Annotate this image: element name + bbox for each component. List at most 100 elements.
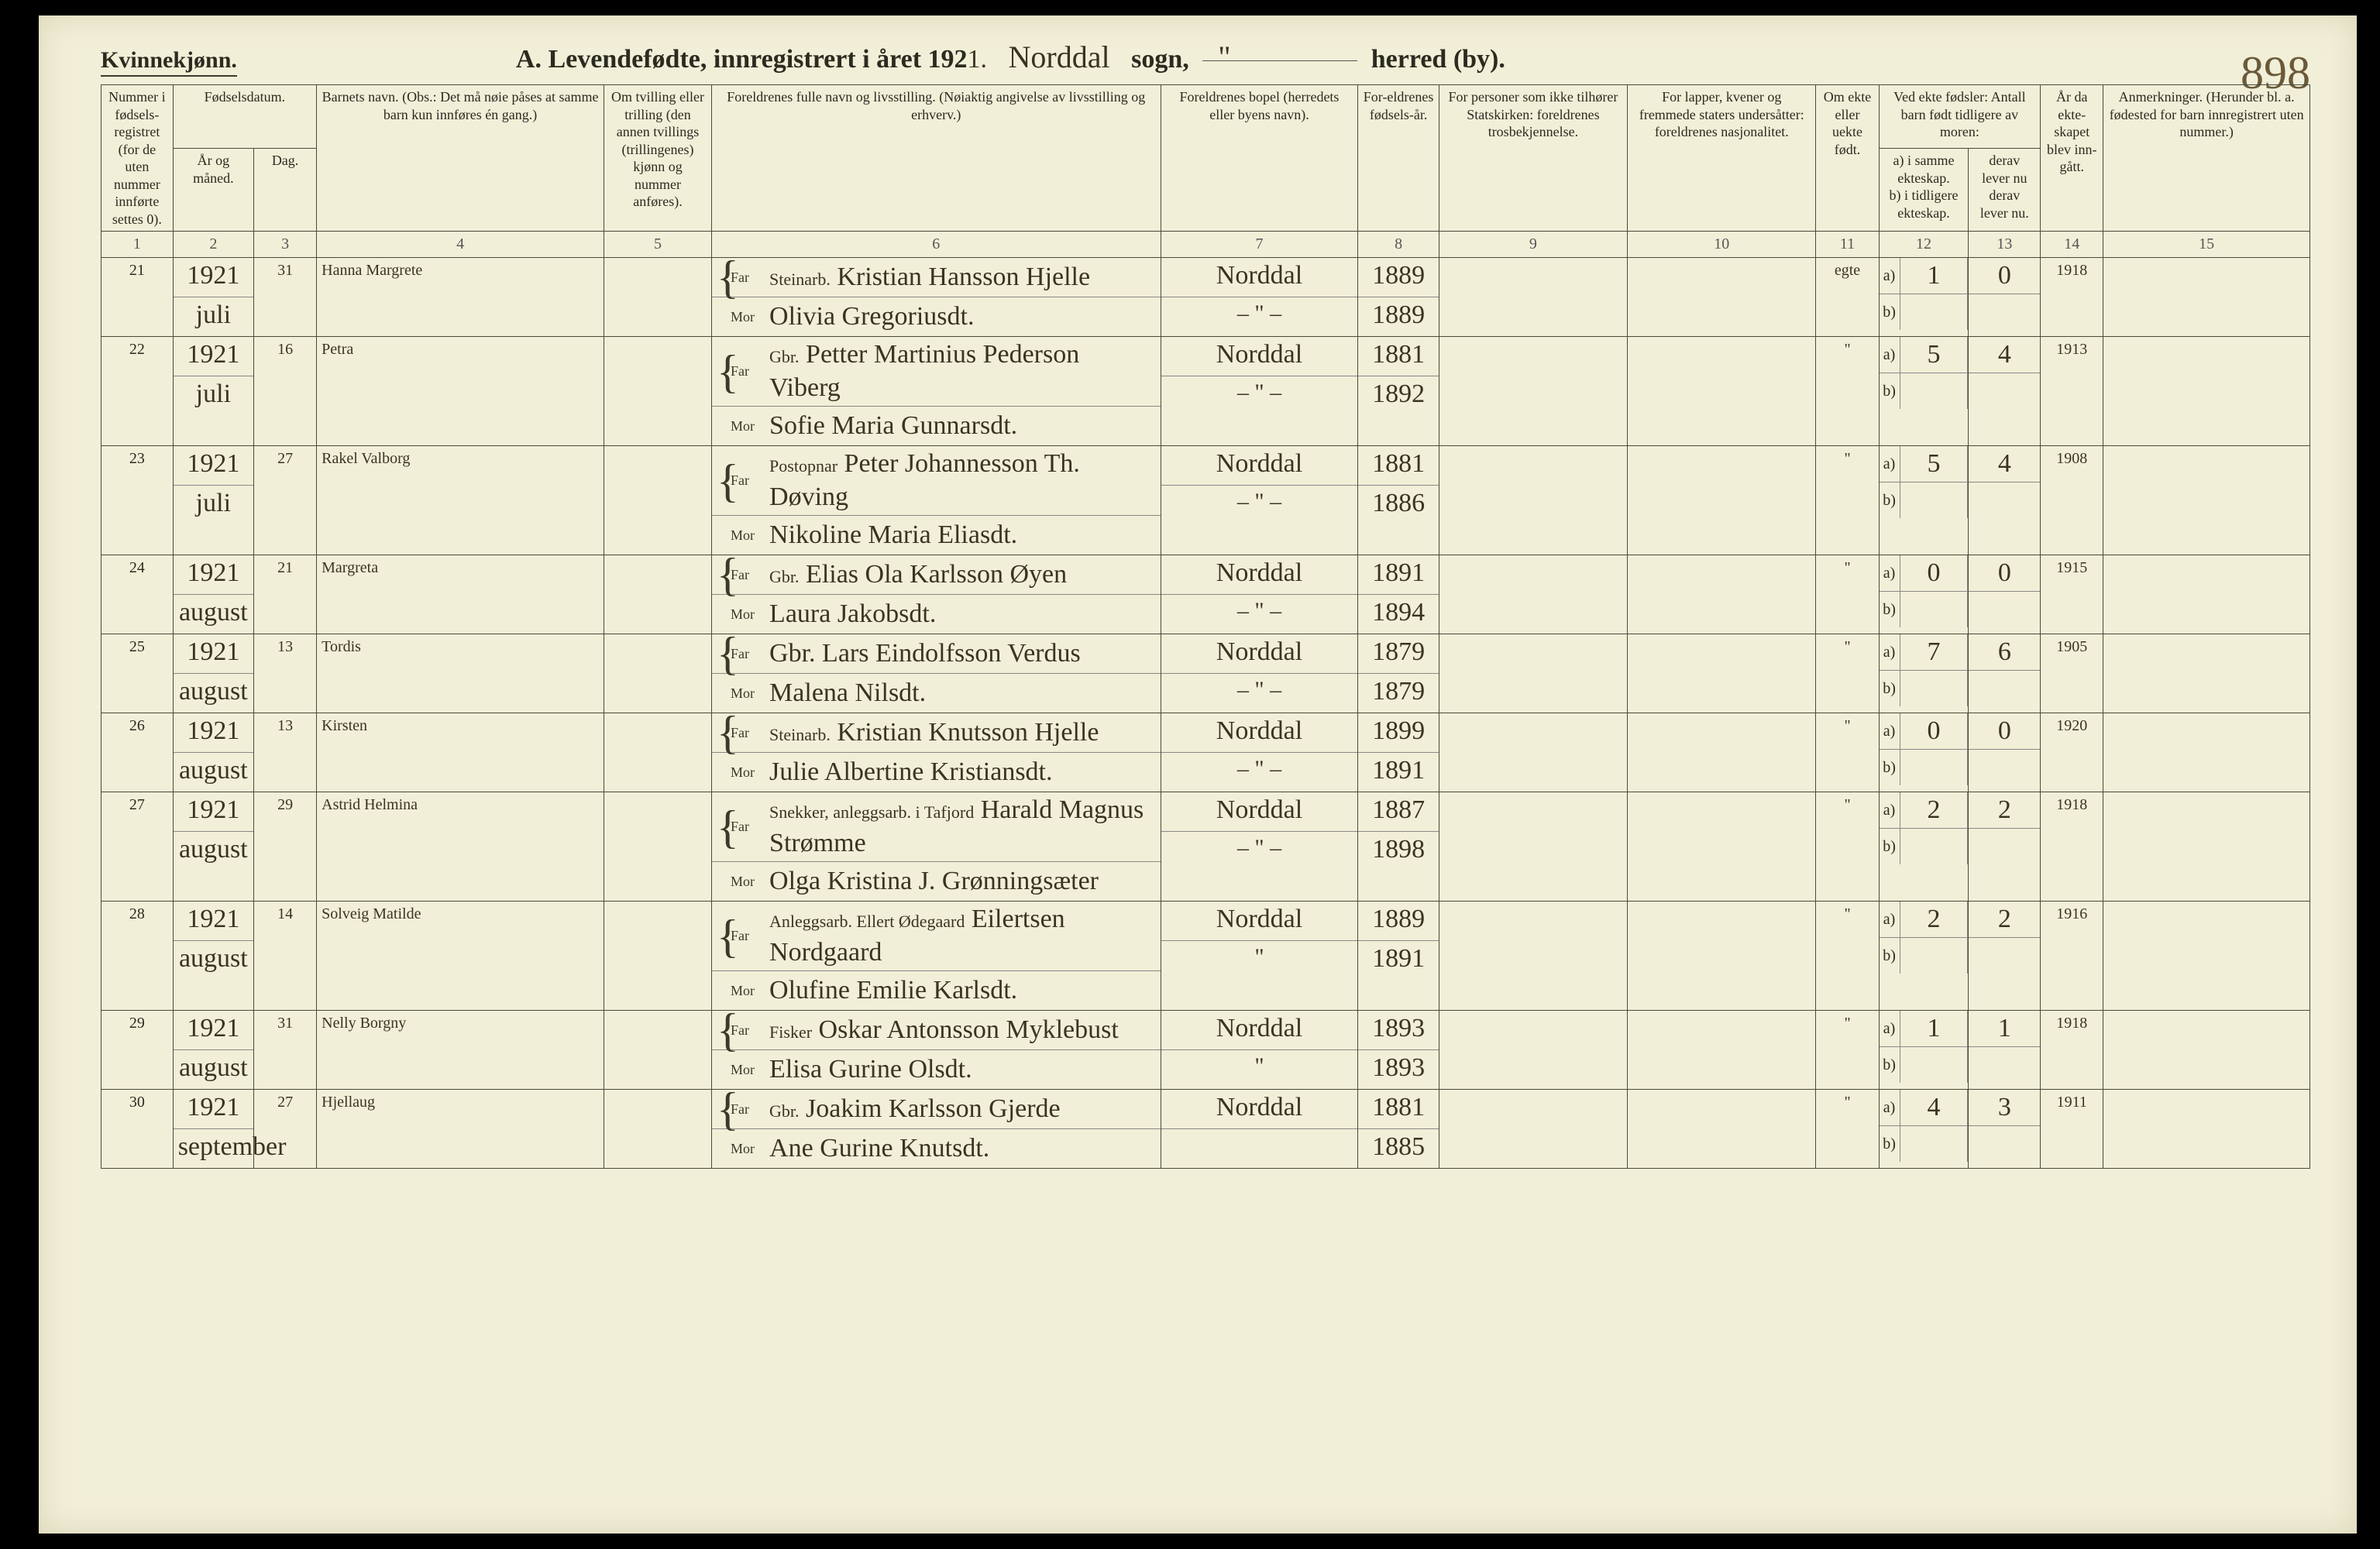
district-blank: " xyxy=(1202,39,1357,61)
prev-children-cell: a)1 b) xyxy=(1879,258,1969,337)
day: 16 xyxy=(254,337,317,446)
father-birthyear: 1893 xyxy=(1358,1011,1438,1050)
b-label: b) xyxy=(1880,750,1900,785)
child-name: Margreta xyxy=(317,555,604,634)
legitimate-cell: " xyxy=(1816,1011,1879,1090)
father-name: Gbr. Petter Martinius Pederson Viberg xyxy=(769,338,1155,404)
religion-cell xyxy=(1439,792,1627,902)
father-label: Far xyxy=(731,566,769,584)
a-living: 0 xyxy=(1969,258,2040,294)
b-val xyxy=(1900,829,1969,864)
living-children-cell: 1 xyxy=(1969,1011,2041,1090)
mother-label: Mor xyxy=(731,527,769,544)
b-living xyxy=(1969,1047,2040,1083)
birthyear-cell: 1881 1886 xyxy=(1358,446,1439,555)
a-val: 5 xyxy=(1900,337,1969,373)
a-label: a) xyxy=(1880,792,1900,828)
a-living: 6 xyxy=(1969,634,2040,670)
colnum: 14 xyxy=(2041,232,2103,258)
marriage-year: 1918 xyxy=(2041,1011,2103,1090)
col-13b-text: derav lever nu. xyxy=(1980,187,2029,221)
a-label: a) xyxy=(1880,634,1900,670)
title-prefix: A. Levendefødte, innregistrert i året 19… xyxy=(516,45,968,74)
colnum: 8 xyxy=(1358,232,1439,258)
marriage-year: 1915 xyxy=(2041,555,2103,634)
twin-cell xyxy=(604,902,711,1011)
year: 1921 xyxy=(174,258,253,297)
entry-number: 21 xyxy=(101,258,174,337)
remarks-cell xyxy=(2103,446,2310,555)
legitimate-cell: " xyxy=(1816,792,1879,902)
a-label: a) xyxy=(1880,555,1900,591)
col-8-header: For-eldrenes fødsels-år. xyxy=(1358,85,1439,232)
colnum: 12 xyxy=(1879,232,1969,258)
a-label: a) xyxy=(1880,258,1900,294)
brace-icon: { xyxy=(717,1012,731,1048)
b-val xyxy=(1900,1047,1969,1083)
month: august xyxy=(174,1050,253,1089)
b-label: b) xyxy=(1880,294,1900,330)
mother-name: Julie Albertine Kristiansdt. xyxy=(769,756,1052,789)
b-val xyxy=(1900,938,1969,974)
table-row: 22 1921 juli 16 Petra { Far Gbr. Petter … xyxy=(101,337,2310,446)
table-row: 25 1921 august 13 Tordis { Far Gbr. Lars… xyxy=(101,634,2310,713)
col-2a-header: År og måned. xyxy=(173,149,253,232)
religion-cell xyxy=(1439,902,1627,1011)
residence-father: Norddal xyxy=(1161,713,1358,753)
colnum: 6 xyxy=(712,232,1161,258)
a-label: a) xyxy=(1880,337,1900,373)
religion-cell xyxy=(1439,1090,1627,1169)
father-label: Far xyxy=(731,818,769,836)
prev-children-cell: a)0 b) xyxy=(1879,713,1969,792)
brace-icon xyxy=(717,675,731,711)
mother-birthyear: 1879 xyxy=(1358,674,1438,713)
a-val: 7 xyxy=(1900,634,1969,670)
child-name: Solveig Matilde xyxy=(317,902,604,1011)
religion-cell xyxy=(1439,337,1627,446)
marriage-year: 1911 xyxy=(2041,1090,2103,1169)
mother-label: Mor xyxy=(731,1140,769,1158)
a-val: 0 xyxy=(1900,713,1969,749)
mother-birthyear: 1898 xyxy=(1358,832,1438,871)
mother-label: Mor xyxy=(731,417,769,435)
mother-birthyear: 1892 xyxy=(1358,376,1438,415)
col-5-header: Om tvilling eller trilling (den annen tv… xyxy=(604,85,711,232)
twin-cell xyxy=(604,792,711,902)
birthyear-cell: 1881 1885 xyxy=(1358,1090,1439,1169)
year-suffix: 1. xyxy=(968,45,988,74)
day: 21 xyxy=(254,555,317,634)
mother-name: Olivia Gregoriusdt. xyxy=(769,301,974,334)
col-2-group-header: Fødselsdatum. xyxy=(173,85,316,149)
brace-icon xyxy=(717,864,731,899)
a-val: 0 xyxy=(1900,555,1969,591)
residence-cell: Norddal – " – xyxy=(1161,713,1358,792)
remarks-cell xyxy=(2103,634,2310,713)
parish-handwritten: Norddal xyxy=(993,39,1126,74)
nationality-cell xyxy=(1628,555,1816,634)
a-val: 5 xyxy=(1900,446,1969,482)
mother-name: Nikoline Maria Eliasdt. xyxy=(769,519,1017,552)
father-birthyear: 1881 xyxy=(1358,1090,1438,1129)
day: 13 xyxy=(254,634,317,713)
parents-cell: { Far Snekker, anleggsarb. i Tafjord Har… xyxy=(712,792,1161,902)
father-label: Far xyxy=(731,1101,769,1118)
col-15-header: Anmerkninger. (Herunder bl. a. fødested … xyxy=(2103,85,2310,232)
living-children-cell: 0 xyxy=(1969,555,2041,634)
a-val: 2 xyxy=(1900,902,1969,937)
child-name: Nelly Borgny xyxy=(317,1011,604,1090)
prev-children-cell: a)2 b) xyxy=(1879,902,1969,1011)
father-birthyear: 1899 xyxy=(1358,713,1438,753)
table-row: 24 1921 august 21 Margreta { Far Gbr. El… xyxy=(101,555,2310,634)
father-name: Steinarb. Kristian Hansson Hjelle xyxy=(769,261,1090,294)
twin-cell xyxy=(604,337,711,446)
year-month-cell: 1921 august xyxy=(173,634,253,713)
nationality-cell xyxy=(1628,258,1816,337)
col-14-header: År da ekte-skapet blev inn-gått. xyxy=(2041,85,2103,232)
col-12b-text: b) i tidligere ekteskap. xyxy=(1890,187,1959,221)
child-name: Tordis xyxy=(317,634,604,713)
brace-icon: { xyxy=(717,636,731,671)
col-6-header: Foreldrenes fulle navn og livsstilling. … xyxy=(712,85,1161,232)
b-val xyxy=(1900,671,1969,706)
colnum: 2 xyxy=(173,232,253,258)
prev-children-cell: a)2 b) xyxy=(1879,792,1969,902)
